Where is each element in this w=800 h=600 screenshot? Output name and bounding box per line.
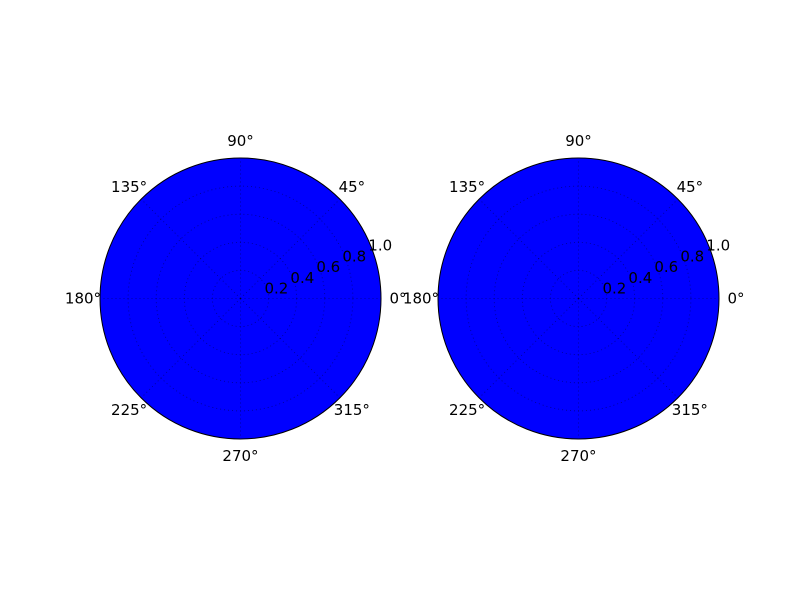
r-tick-label: 0.8 xyxy=(342,247,366,265)
theta-tick-label: 225° xyxy=(449,401,485,419)
theta-tick-label: 90° xyxy=(565,132,592,150)
r-gridline xyxy=(493,213,664,384)
r-tick-label: 0.4 xyxy=(628,269,652,287)
r-gridline xyxy=(183,241,298,356)
r-tick-label: 0.6 xyxy=(654,258,678,276)
theta-tick-label: 270° xyxy=(222,447,258,465)
polar-chart-left: 0° 45° 90° 135° 180° 225° 270° 315° 0.20.40.60.8… xyxy=(65,132,407,465)
theta-tick-label: 225° xyxy=(111,401,147,419)
theta-tick-label: 135° xyxy=(449,178,485,196)
theta-tick-label: 135° xyxy=(111,178,147,196)
theta-tick-label: 315° xyxy=(672,401,708,419)
r-tick-label: 0.4 xyxy=(290,269,314,287)
theta-tick-label: 270° xyxy=(560,447,596,465)
r-tick-label: 1.0 xyxy=(368,237,392,255)
polar-chart-right: 0° 45° 90° 135° 180° 225° 270° 315° 0.20.40.60.8… xyxy=(403,132,745,465)
polar-fill xyxy=(438,158,719,439)
r-tick-label: 1.0 xyxy=(706,237,730,255)
theta-tick-label: 90° xyxy=(227,132,254,150)
r-gridline xyxy=(465,185,692,412)
r-gridline xyxy=(521,241,636,356)
theta-tick-label: 45° xyxy=(677,178,704,196)
theta-tick-label: 180° xyxy=(403,290,439,308)
theta-tick-label: 0° xyxy=(389,290,406,308)
r-gridline xyxy=(127,185,354,412)
r-tick-label: 0.2 xyxy=(602,280,626,298)
r-tick-label: 0.8 xyxy=(680,247,704,265)
theta-tick-label: 0° xyxy=(727,290,744,308)
polar-fill xyxy=(100,158,381,439)
r-gridline xyxy=(155,213,326,384)
theta-tick-label: 45° xyxy=(339,178,366,196)
r-tick-label: 0.2 xyxy=(264,280,288,298)
polar-frame xyxy=(99,157,382,440)
polar-frame xyxy=(437,157,720,440)
r-gridline xyxy=(550,269,608,327)
r-gridline xyxy=(211,269,269,327)
theta-tick-label: 180° xyxy=(65,290,101,308)
theta-tick-label: 315° xyxy=(334,401,370,419)
r-tick-label: 0.6 xyxy=(316,258,340,276)
